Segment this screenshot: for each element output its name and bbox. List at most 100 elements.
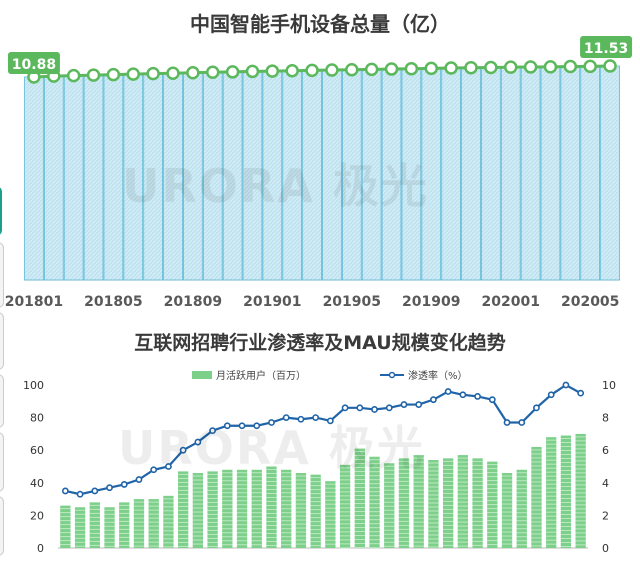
data-point	[345, 62, 359, 77]
data-label-box	[7, 52, 60, 74]
x-tick-label: 201805	[84, 294, 142, 310]
bar	[60, 505, 71, 548]
data-point	[194, 438, 202, 446]
data-point	[371, 406, 378, 413]
y-right-tick: 2	[602, 509, 609, 522]
bar	[282, 70, 303, 281]
bar	[310, 474, 321, 548]
data-point	[179, 446, 187, 454]
bar	[575, 433, 586, 548]
bar	[43, 75, 64, 281]
y-right-tick: 4	[602, 477, 609, 490]
bar	[192, 473, 204, 548]
data-point	[577, 389, 585, 397]
data-point	[474, 393, 481, 400]
data-point	[297, 415, 305, 423]
data-point	[76, 490, 84, 498]
y-right-tick: 6	[602, 444, 609, 457]
data-point	[268, 419, 275, 426]
data-point	[562, 381, 570, 389]
y-left-tick: 60	[30, 444, 44, 457]
data-label-box	[580, 36, 633, 58]
data-point	[238, 422, 246, 430]
data-point	[120, 481, 128, 488]
bar	[339, 464, 351, 548]
data-point	[209, 427, 216, 435]
bar	[24, 76, 44, 281]
data-point	[205, 65, 220, 80]
bar	[501, 473, 513, 548]
data-point	[326, 417, 334, 425]
bar	[74, 507, 86, 548]
data-point	[488, 396, 496, 404]
data-point	[223, 422, 231, 430]
bar	[266, 466, 277, 548]
bar	[442, 458, 454, 548]
data-point	[415, 401, 423, 408]
bar	[262, 70, 283, 281]
x-tick-label: 201809	[164, 294, 222, 310]
y-left-tick: 100	[23, 379, 44, 392]
y-left-tick: 80	[30, 412, 44, 425]
y-right-tick: 8	[602, 412, 609, 425]
bar	[202, 71, 223, 281]
data-point	[385, 404, 393, 412]
bar	[207, 471, 218, 548]
data-point	[106, 484, 113, 492]
legend-swatch-bar	[192, 371, 212, 379]
data-point	[424, 61, 439, 76]
data-point	[364, 62, 379, 77]
data-point	[459, 391, 467, 399]
bar	[123, 73, 144, 281]
data-point	[285, 63, 299, 78]
data-point	[146, 66, 160, 81]
x-tick-label: 201905	[323, 294, 381, 310]
bar	[103, 74, 124, 281]
bar	[413, 455, 424, 548]
data-point	[186, 66, 200, 80]
data-point	[245, 64, 260, 79]
bar	[361, 68, 382, 281]
data-point	[503, 60, 518, 74]
side-tab[interactable]	[0, 186, 2, 236]
bar	[177, 471, 189, 548]
bar	[322, 69, 342, 281]
bar	[325, 481, 336, 548]
data-point	[563, 59, 578, 74]
bar	[354, 448, 365, 548]
data-point	[503, 419, 511, 426]
data-point	[547, 391, 555, 399]
bar	[302, 70, 322, 281]
data-point	[484, 60, 498, 75]
bar	[63, 75, 84, 281]
x-tick-label: 201909	[402, 294, 460, 310]
data-point	[253, 422, 261, 430]
bar	[222, 71, 243, 281]
data-point	[533, 404, 540, 412]
data-point	[444, 388, 452, 395]
y-left-tick: 20	[30, 509, 44, 522]
data-point	[341, 404, 349, 412]
bar	[428, 459, 439, 548]
data-point	[126, 67, 141, 81]
data-point	[66, 68, 81, 83]
legend-marker	[388, 371, 396, 379]
bar	[295, 473, 307, 548]
bar	[500, 66, 521, 281]
x-tick-label: 202001	[482, 294, 540, 310]
bar	[133, 499, 145, 548]
data-point	[312, 414, 320, 421]
bar	[461, 67, 481, 281]
bar	[560, 435, 572, 548]
data-point	[225, 65, 240, 79]
data-point	[135, 476, 143, 483]
chart1-title: 中国智能手机设备总量（亿）	[190, 12, 450, 36]
data-point	[356, 404, 364, 412]
bar	[481, 67, 501, 281]
data-point	[464, 60, 478, 75]
y-right-tick: 0	[602, 542, 609, 555]
data-label-first: 10.88	[12, 57, 56, 73]
data-point	[543, 60, 558, 74]
data-point	[165, 463, 172, 470]
bar	[398, 458, 410, 548]
